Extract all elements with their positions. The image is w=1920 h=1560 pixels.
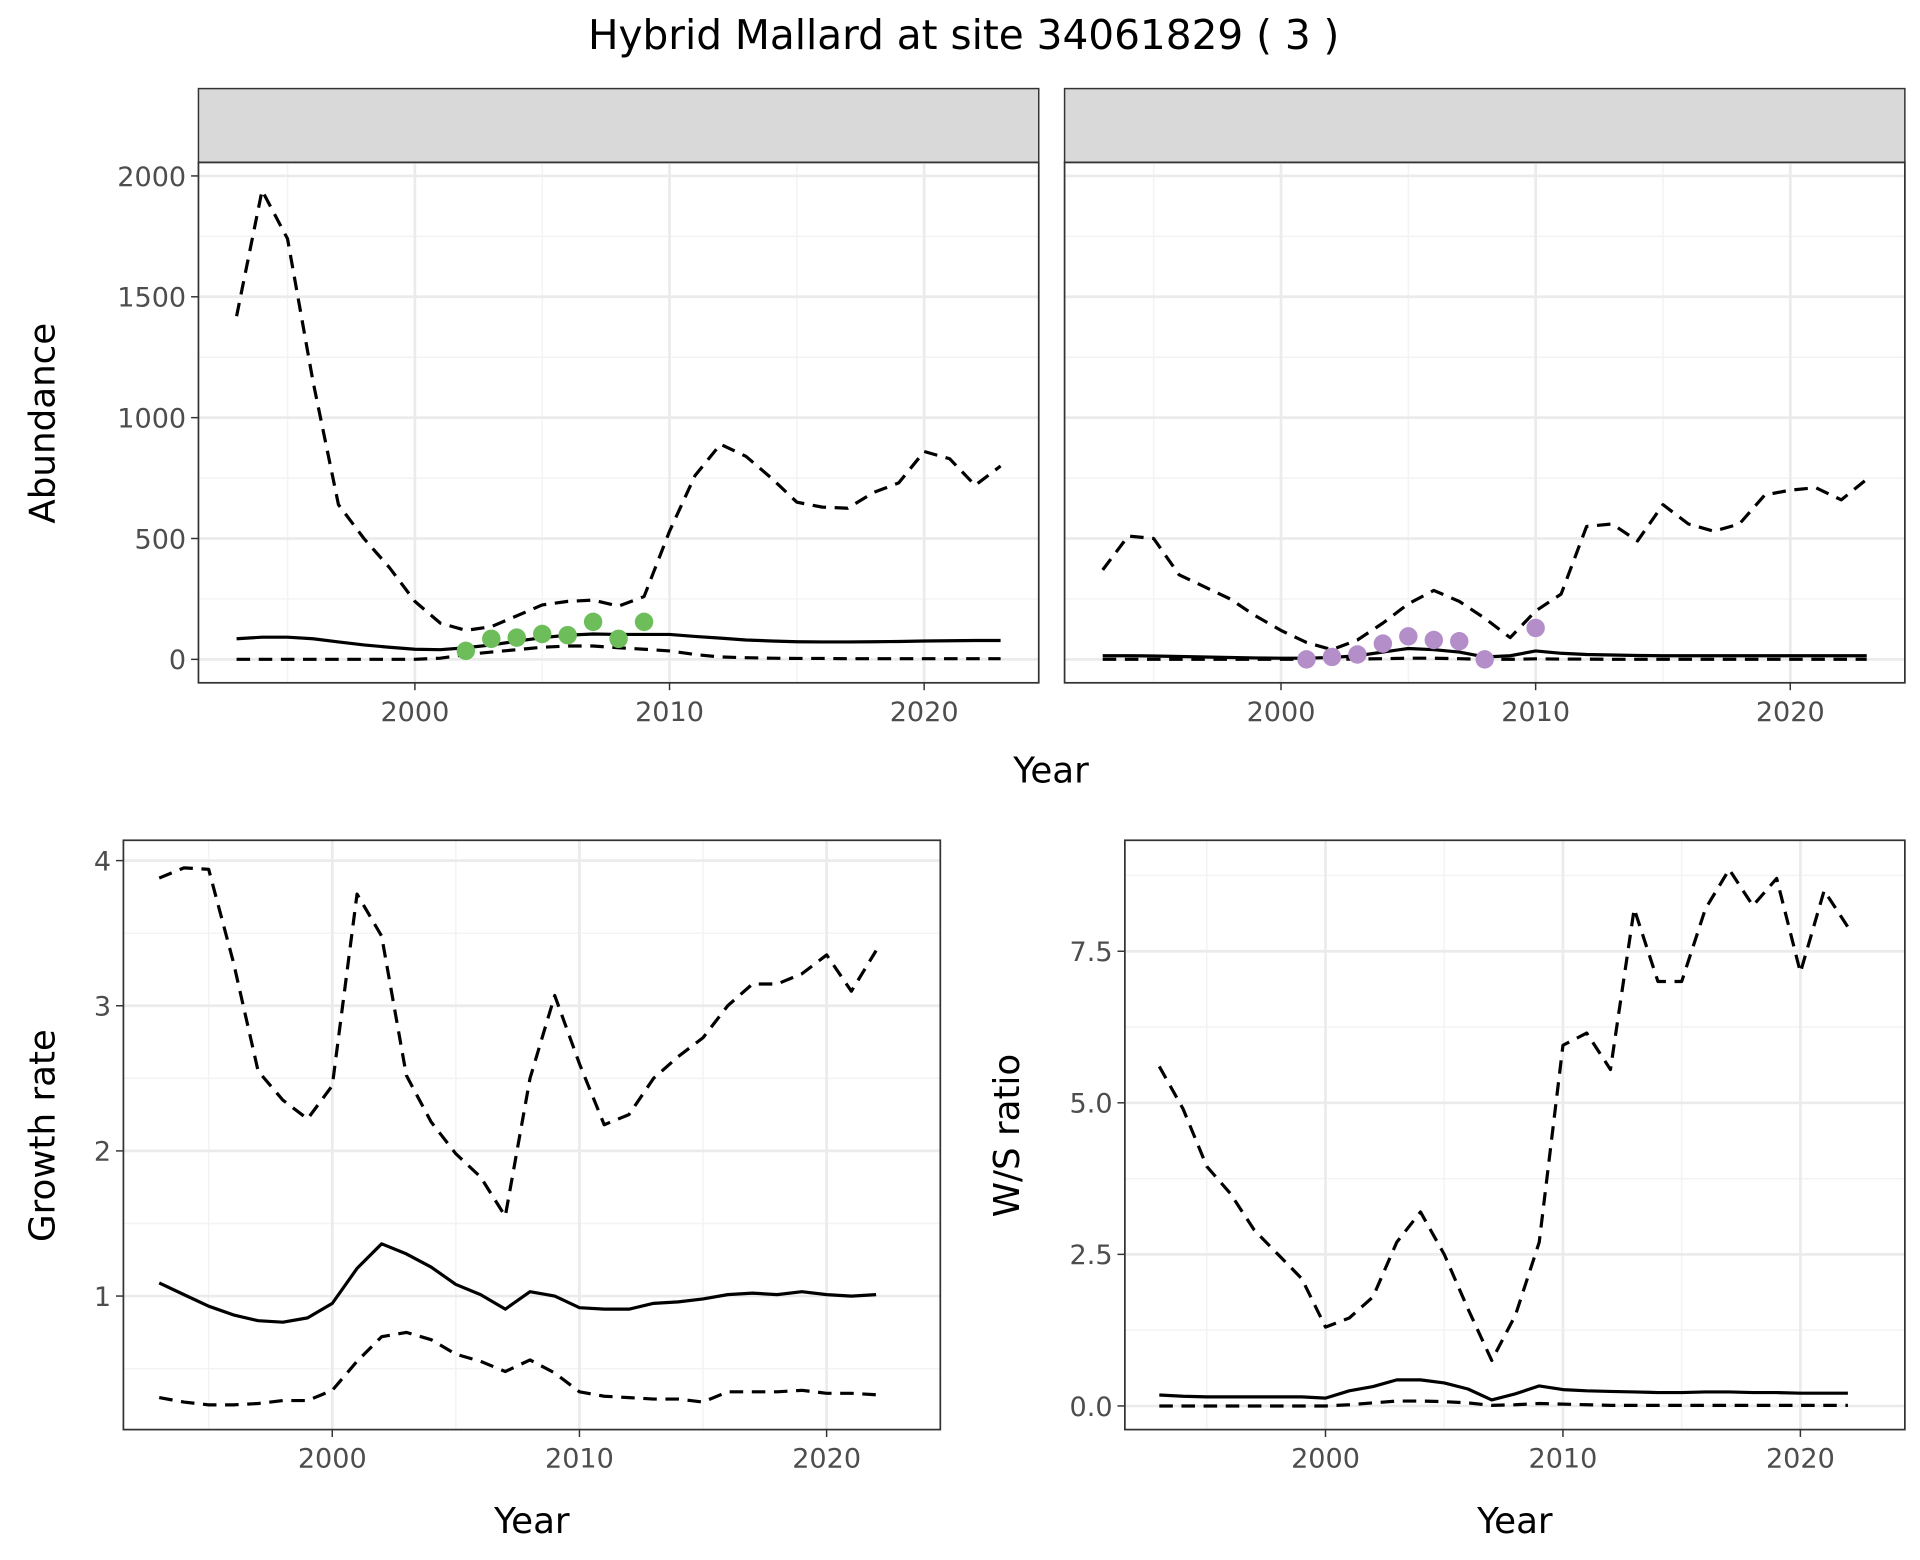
x-tick-label: 2020 xyxy=(890,697,959,728)
data-point xyxy=(1399,627,1418,646)
series-line-upper xyxy=(158,866,878,1218)
x-axis-title-growth: Year xyxy=(493,1501,570,1542)
data-point xyxy=(507,628,526,647)
y-tick-label: 3 xyxy=(94,992,111,1023)
data-point xyxy=(1373,634,1393,653)
x-tick-label: 2020 xyxy=(1766,1444,1835,1475)
data-point xyxy=(583,612,603,632)
y-tick-label: 0.0 xyxy=(1070,1392,1113,1423)
data-point xyxy=(1526,618,1545,638)
data-point xyxy=(482,629,501,649)
strip-summer xyxy=(197,87,1040,164)
y-tick-label: 2 xyxy=(94,1137,111,1168)
panel-border xyxy=(197,161,1040,684)
data-point xyxy=(634,612,654,632)
y-tick-label: 5.0 xyxy=(1070,1089,1113,1120)
y-tick-label: 1000 xyxy=(117,403,186,434)
y-tick-label: 2000 xyxy=(117,162,186,193)
strip-winter xyxy=(1063,87,1906,164)
series-line-mean xyxy=(1159,1378,1848,1402)
data-point xyxy=(1450,632,1469,651)
panel-border xyxy=(1123,839,1906,1431)
x-tick-label: 2020 xyxy=(1756,697,1825,728)
x-tick-label: 2000 xyxy=(1247,697,1316,728)
data-point xyxy=(1475,650,1494,669)
y-tick-label: 0 xyxy=(169,645,186,676)
data-point xyxy=(1424,630,1444,650)
data-point xyxy=(1348,645,1367,664)
y-axis-title-growth: Growth rate xyxy=(23,1029,64,1242)
y-tick-label: 7.5 xyxy=(1070,937,1113,968)
series-line-upper xyxy=(1157,867,1850,1363)
data-point xyxy=(532,624,552,644)
data-point xyxy=(558,625,577,645)
data-point xyxy=(1297,650,1316,669)
panel-winter: 2000 2010 2020 xyxy=(1063,87,1906,728)
y-axis-title-ws: W/S ratio xyxy=(987,1054,1028,1217)
x-axis-title-ws: Year xyxy=(1476,1501,1553,1542)
series-line-mean xyxy=(158,1242,877,1324)
series-line-upper xyxy=(235,188,1002,632)
x-tick-label: 2010 xyxy=(1501,697,1570,728)
y-axis-title-abundance: Abundance xyxy=(23,323,64,524)
y-tick-label: 500 xyxy=(135,524,187,555)
x-tick-label: 2000 xyxy=(380,697,449,728)
x-tick-label: 2000 xyxy=(298,1444,367,1475)
panel-summer: 2000 2010 2020 0 500 1000 1500 2000 xyxy=(117,87,1040,728)
data-point xyxy=(1322,647,1342,667)
y-tick-label: 1 xyxy=(94,1282,111,1313)
x-axis-title-top: Year xyxy=(1012,750,1089,791)
series-line-lower xyxy=(158,1330,877,1407)
data-point xyxy=(456,641,476,661)
panel-ws: 2000 2010 2020 0.0 2.5 5.0 7.5 xyxy=(1070,839,1906,1475)
x-tick-label: 2010 xyxy=(545,1444,614,1475)
panel-border xyxy=(122,839,942,1431)
x-tick-label: 2000 xyxy=(1291,1444,1360,1475)
x-tick-label: 2010 xyxy=(1529,1444,1598,1475)
panel-growth: 2000 2010 2020 1 2 3 4 xyxy=(94,839,942,1475)
y-tick-label: 4 xyxy=(94,846,111,877)
panel-border xyxy=(1063,161,1906,684)
series-line-lower xyxy=(1159,1399,1848,1408)
data-point xyxy=(609,629,628,649)
y-tick-label: 2.5 xyxy=(1070,1240,1113,1271)
x-tick-label: 2020 xyxy=(792,1444,861,1475)
y-tick-label: 1500 xyxy=(117,283,186,314)
figure-title: Hybrid Mallard at site 34061829 ( 3 ) xyxy=(588,11,1339,59)
x-tick-label: 2010 xyxy=(635,697,704,728)
